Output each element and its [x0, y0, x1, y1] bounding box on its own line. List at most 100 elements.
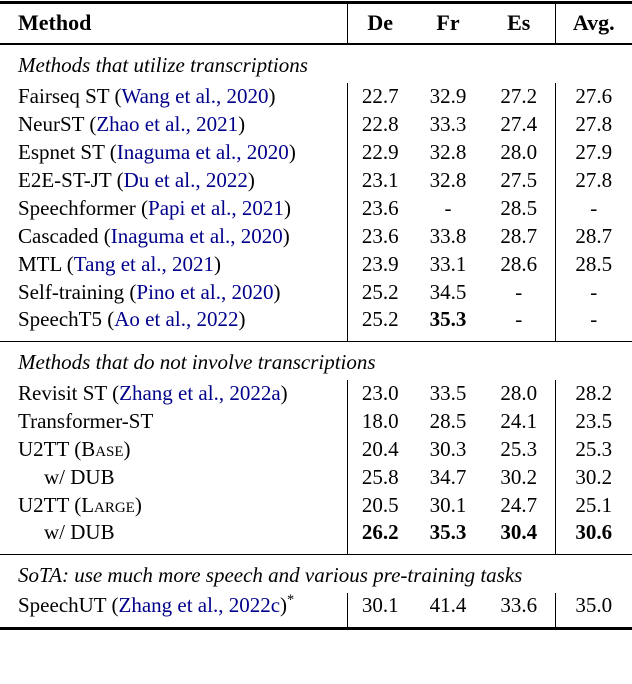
value-cell-fr: 33.8 — [429, 224, 467, 248]
citation-link[interactable]: Du et al., 2022 — [123, 168, 248, 192]
method-name: Revisit ST ( — [18, 381, 120, 405]
value-cell-de: 23.6 — [346, 222, 413, 251]
method-cell: U2TT (Large) — [0, 492, 347, 520]
col-header-de: De — [346, 2, 413, 45]
value-cell-de: 20.5 — [346, 491, 413, 520]
value-cell-es: 33.6 — [500, 592, 538, 617]
value-cell-fr: 35.3 — [429, 306, 467, 331]
col-header-fr: Fr — [413, 2, 483, 45]
value-cell-fr: 30.1 — [429, 493, 467, 517]
table-row: w/ DUB 25.8 34.7 30.2 30.2 — [0, 463, 632, 492]
citation-link[interactable]: Pino et al., 2020 — [136, 280, 274, 304]
value-cell-es: 28.5 — [500, 196, 538, 220]
method-cell: SpeechUT (Zhang et al., 2022c)* — [0, 591, 347, 629]
citation-link[interactable]: Ao et al., 2022 — [114, 306, 239, 331]
table-row: Cascaded (Inaguma et al., 2020) 23.6 33.8 2… — [0, 222, 632, 251]
value-cell-de: 23.0 — [346, 379, 413, 408]
method-name: E2E-ST-JT ( — [18, 168, 124, 192]
value-cell-fr: 28.5 — [429, 409, 467, 433]
method-name: ) — [123, 437, 131, 461]
value-cell-avg: 30.6 — [554, 519, 632, 554]
method-cell: Self-training (Pino et al., 2020) — [0, 279, 347, 307]
section-header-row: Methods that utilize transcriptions — [0, 44, 632, 83]
method-name: Espnet ST ( — [18, 140, 117, 164]
value-cell-fr: 33.3 — [429, 112, 467, 136]
value-cell-fr: - — [444, 196, 452, 220]
table-row: MTL (Tang et al., 2021) 23.9 33.1 28.6 28.5 — [0, 250, 632, 279]
value-cell-es: - — [515, 280, 523, 304]
value-cell-avg: 27.8 — [554, 166, 632, 195]
value-cell-fr: 33.5 — [429, 381, 467, 405]
table-row: E2E-ST-JT (Du et al., 2022) 23.1 32.8 27.5 2… — [0, 166, 632, 195]
citation-link[interactable]: Zhao et al., 2021 — [96, 112, 239, 136]
method-cell: NeurST (Zhao et al., 2021) — [0, 111, 347, 139]
table-row: Transformer-ST 18.0 28.5 24.1 23.5 — [0, 407, 632, 436]
table-row: Revisit ST (Zhang et al., 2022a) 23.0 33.5… — [0, 379, 632, 408]
value-cell-es: 24.1 — [500, 409, 538, 433]
table-row: w/ DUB 26.2 35.3 30.4 30.6 — [0, 519, 632, 554]
method-cell: w/ DUB — [0, 464, 347, 492]
value-cell-es: - — [515, 306, 523, 331]
table-row: U2TT (Base) 20.4 30.3 25.3 25.3 — [0, 435, 632, 464]
value-cell-es: 28.7 — [500, 224, 538, 248]
table-row: SpeechUT (Zhang et al., 2022c)* 30.1 41.4 3… — [0, 591, 632, 629]
method-cell: Revisit ST (Zhang et al., 2022a) — [0, 380, 347, 408]
citation-link[interactable]: Zhang et al., 2022c — [118, 592, 281, 617]
citation-link[interactable]: Papi et al., 2021 — [148, 196, 284, 220]
value-cell-avg: - — [554, 278, 632, 307]
value-cell-fr: 30.3 — [429, 437, 467, 461]
value-cell-de: 25.8 — [346, 463, 413, 492]
table-row: Espnet ST (Inaguma et al., 2020) 22.9 32.8… — [0, 138, 632, 167]
value-cell-fr: 33.1 — [429, 252, 467, 276]
value-cell-de: 22.8 — [346, 110, 413, 139]
section-title: SoTA: use much more speech and various p… — [0, 553, 632, 593]
section-header-row: Methods that do not involve transcriptio… — [0, 340, 632, 380]
method-name: ) — [283, 196, 291, 220]
value-cell-avg: 28.2 — [554, 379, 632, 408]
citation-link[interactable]: Inaguma et al., 2020 — [110, 224, 283, 248]
method-cell: Espnet ST (Inaguma et al., 2020) — [0, 139, 347, 167]
method-cell: Cascaded (Inaguma et al., 2020) — [0, 223, 347, 251]
method-name: ) — [214, 252, 222, 276]
value-cell-de: 25.2 — [346, 306, 413, 341]
value-cell-avg: 30.2 — [554, 463, 632, 492]
value-cell-es: 28.6 — [500, 252, 538, 276]
method-name: w/ DUB — [44, 465, 115, 489]
method-name: ) — [282, 224, 290, 248]
table-row: Self-training (Pino et al., 2020) 25.2 34.… — [0, 278, 632, 307]
value-cell-fr: 35.3 — [429, 519, 467, 544]
method-cell: Transformer-ST — [0, 408, 347, 436]
citation-link[interactable]: Wang et al., 2020 — [121, 84, 269, 108]
method-name-smallcaps: Large — [81, 493, 135, 517]
citation-link[interactable]: Zhang et al., 2022a — [119, 381, 281, 405]
value-cell-de: 23.9 — [346, 250, 413, 279]
value-cell-fr: 34.5 — [429, 280, 467, 304]
table-header-row: Method De Fr Es Avg. — [0, 2, 632, 45]
section-header-row: SoTA: use much more speech and various p… — [0, 553, 632, 593]
section-title: Methods that do not involve transcriptio… — [0, 340, 632, 380]
value-cell-es: 27.2 — [500, 84, 538, 108]
method-cell: SpeechT5 (Ao et al., 2022) — [0, 307, 347, 342]
method-name: ) — [288, 140, 296, 164]
method-name: U2TT ( — [18, 437, 82, 461]
value-cell-avg: 23.5 — [554, 407, 632, 436]
value-cell-fr: 32.9 — [429, 84, 467, 108]
method-cell: E2E-ST-JT (Du et al., 2022) — [0, 167, 347, 195]
method-cell: Fairseq ST (Wang et al., 2020) — [0, 83, 347, 111]
table-row: U2TT (Large) 20.5 30.1 24.7 25.1 — [0, 491, 632, 520]
value-cell-es: 28.0 — [500, 381, 538, 405]
method-name: Speechformer ( — [18, 196, 149, 220]
citation-link[interactable]: Tang et al., 2021 — [73, 252, 215, 276]
method-name: ) — [238, 112, 246, 136]
citation-link[interactable]: Inaguma et al., 2020 — [116, 140, 289, 164]
table-row: SpeechT5 (Ao et al., 2022) 25.2 35.3- - — [0, 306, 632, 342]
method-name: ) — [280, 381, 288, 405]
value-cell-de: 22.9 — [346, 138, 413, 167]
table-row: Speechformer (Papi et al., 2021) 23.6-28.… — [0, 194, 632, 223]
value-cell-de: 23.1 — [346, 166, 413, 195]
value-cell-avg: 28.7 — [554, 222, 632, 251]
value-cell-es: 24.7 — [500, 493, 538, 517]
value-cell-avg: 25.3 — [554, 435, 632, 464]
value-cell-es: 30.2 — [500, 465, 538, 489]
footnote-asterisk: * — [287, 591, 295, 608]
